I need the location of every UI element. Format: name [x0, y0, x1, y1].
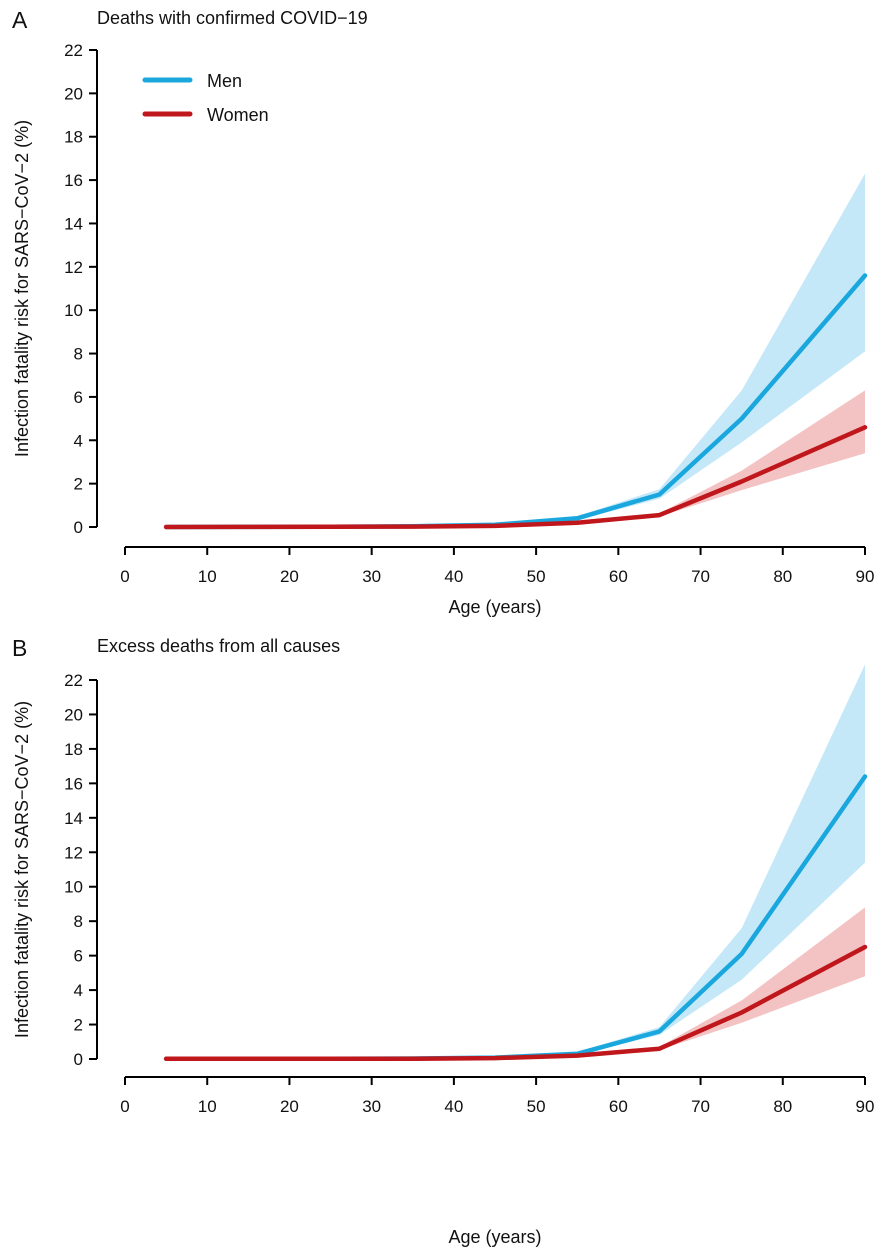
x-tick-label: 10 — [198, 1097, 217, 1116]
x-tick-label: 80 — [773, 567, 792, 586]
x-tick-label: 60 — [609, 567, 628, 586]
x-tick-label: 20 — [280, 567, 299, 586]
legend: Men Women — [142, 71, 269, 125]
panel-title: Deaths with confirmed COVID−19 — [97, 8, 368, 28]
x-tick-label: 40 — [444, 567, 463, 586]
y-tick-label: 22 — [64, 671, 83, 690]
y-tick-label: 8 — [74, 345, 83, 364]
y-axis-label: Infection fatality risk for SARS−CoV−2 (… — [12, 701, 32, 1038]
panel-letter: A — [12, 7, 28, 33]
x-axis-label: Age (years) — [448, 1227, 541, 1247]
x-tick-label: 80 — [773, 1097, 792, 1116]
legend-label-women: Women — [207, 105, 269, 125]
x-tick-label: 10 — [198, 567, 217, 586]
y-tick-label: 8 — [74, 912, 83, 931]
panel-letter: B — [12, 635, 27, 661]
y-tick-label: 14 — [64, 214, 83, 233]
x-tick-label: 90 — [856, 1097, 875, 1116]
y-tick-label: 6 — [74, 947, 83, 966]
y-tick-label: 4 — [74, 431, 83, 450]
x-tick-label: 0 — [120, 567, 129, 586]
x-tick-label: 30 — [362, 567, 381, 586]
y-tick-label: 10 — [64, 878, 83, 897]
y-tick-label: 16 — [64, 774, 83, 793]
x-tick-label: 90 — [856, 567, 875, 586]
y-tick-label: 0 — [74, 518, 83, 537]
legend-label-men: Men — [207, 71, 242, 91]
x-tick-label: 60 — [609, 1097, 628, 1116]
x-tick-label: 40 — [444, 1097, 463, 1116]
y-tick-label: 14 — [64, 809, 83, 828]
chart-panel-a: A Deaths with confirmed COVID−19 0 2 4 6 8 10 12… — [12, 7, 874, 617]
y-tick-label: 10 — [64, 301, 83, 320]
x-tick-label: 30 — [362, 1097, 381, 1116]
y-tick-label: 22 — [64, 41, 83, 60]
x-tick-label: 0 — [120, 1097, 129, 1116]
x-tick-label: 70 — [691, 567, 710, 586]
chart-panel-b: B Excess deaths from all causes 0 2 4 6 8 10 12 1… — [12, 635, 874, 1247]
y-tick-label: 6 — [74, 388, 83, 407]
panel-title: Excess deaths from all causes — [97, 636, 340, 656]
x-tick-label: 20 — [280, 1097, 299, 1116]
y-tick-label: 16 — [64, 171, 83, 190]
series-line-women — [163, 944, 868, 1062]
series-line-women — [163, 425, 868, 530]
x-axis-label: Age (years) — [448, 597, 541, 617]
y-tick-label: 12 — [64, 843, 83, 862]
y-tick-label: 20 — [64, 84, 83, 103]
y-tick-label: 0 — [74, 1050, 83, 1069]
y-tick-label: 18 — [64, 740, 83, 759]
y-tick-label: 12 — [64, 258, 83, 277]
y-tick-label: 2 — [74, 1016, 83, 1035]
y-axis-label: Infection fatality risk for SARS−CoV−2 (… — [12, 120, 32, 457]
x-tick-label: 50 — [527, 567, 546, 586]
y-tick-label: 20 — [64, 705, 83, 724]
y-tick-label: 2 — [74, 475, 83, 494]
x-tick-label: 70 — [691, 1097, 710, 1116]
y-tick-label: 4 — [74, 981, 83, 1000]
x-tick-label: 50 — [527, 1097, 546, 1116]
y-tick-label: 18 — [64, 128, 83, 147]
